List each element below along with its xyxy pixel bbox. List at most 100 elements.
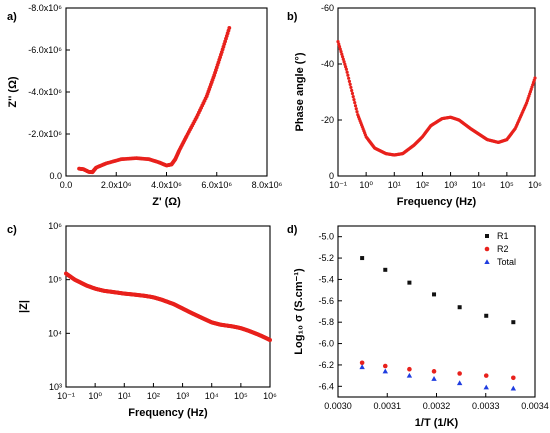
data-point-total (382, 368, 388, 374)
y-axis-title: |Z| (18, 300, 30, 313)
x-axis-title: Z' (Ω) (152, 196, 181, 208)
legend-label: R2 (497, 244, 509, 254)
data-point-total (431, 376, 437, 381)
data-point (351, 94, 355, 99)
x-tick-label: 0.0031 (373, 401, 401, 411)
data-point-r1 (360, 256, 365, 261)
data-point (337, 42, 341, 46)
x-tick-label: 10² (416, 180, 429, 190)
x-tick-label: 6.0x10⁶ (201, 180, 232, 190)
data-point (344, 67, 348, 71)
plot-frame (337, 7, 536, 177)
data-point (349, 85, 353, 90)
data-point-total (456, 380, 463, 386)
data-point-total (510, 385, 517, 391)
y-tick-label: -5.6 (318, 296, 334, 306)
x-axis-title: Frequency (Hz) (397, 196, 477, 208)
data-point-r1 (407, 280, 412, 285)
data-point-r1 (511, 320, 516, 325)
data-point (227, 26, 232, 30)
data-point-total (359, 364, 365, 370)
legend-marker-r2 (484, 246, 490, 252)
panel-label: b) (287, 11, 298, 23)
x-tick-label: 8.0x10⁶ (252, 180, 283, 190)
data-point (350, 88, 354, 93)
y-tick-label: 10³ (49, 382, 62, 392)
legend-marker-r1 (485, 234, 489, 238)
data-point (350, 91, 355, 96)
x-tick-label: 10⁵ (500, 180, 514, 190)
panel-label: c) (7, 224, 17, 236)
y-tick-label: 10⁴ (48, 328, 62, 338)
y-tick-label: -6.0 (318, 339, 334, 349)
x-tick-label: 10⁰ (88, 391, 102, 401)
y-axis-title: Log₁₀ σ (S.cm⁻¹) (293, 268, 305, 355)
plot-frame (65, 225, 271, 388)
legend-label: Total (497, 257, 516, 267)
data-point (338, 47, 342, 51)
x-tick-label: 0.0032 (423, 401, 451, 411)
x-tick-label: 10⁵ (234, 391, 248, 401)
data-point-total (406, 372, 413, 378)
y-tick-label: -2.0x10⁶ (28, 129, 62, 139)
data-point (354, 107, 358, 111)
data-point (345, 70, 349, 74)
x-tick-label: 10¹ (118, 391, 131, 401)
x-tick-label: 10³ (444, 180, 457, 190)
data-point (346, 73, 350, 77)
data-point (353, 104, 358, 108)
data-point (348, 82, 352, 86)
y-tick-label: -5.0 (318, 232, 334, 242)
y-tick-label: -60 (321, 3, 334, 13)
y-tick-label: -6.2 (318, 360, 334, 370)
x-tick-label: 2.0x10⁶ (101, 180, 132, 190)
y-axis-title: Phase angle (°) (294, 52, 306, 131)
x-tick-label: 10⁶ (263, 391, 277, 401)
data-point-r2 (511, 375, 516, 381)
y-tick-label: -6.4 (318, 381, 334, 391)
y-tick-label: -5.8 (318, 317, 334, 327)
y-tick-label: -40 (321, 59, 334, 69)
x-tick-label: 10⁴ (205, 391, 219, 401)
x-tick-label: 10³ (176, 391, 189, 401)
y-axis-title: Z'' (Ω) (7, 76, 19, 107)
y-tick-label: -5.2 (318, 253, 334, 263)
data-point-r2 (407, 366, 412, 372)
x-axis-title: 1/T (1/K) (415, 417, 459, 429)
data-point (347, 76, 351, 80)
x-tick-label: 4.0x10⁶ (151, 180, 182, 190)
x-tick-label: 10¹ (388, 180, 401, 190)
y-tick-label: -6.0x10⁶ (28, 45, 62, 55)
data-point-r2 (483, 373, 489, 378)
x-tick-label: 10⁴ (472, 180, 486, 190)
data-point (533, 76, 537, 80)
data-point (343, 62, 347, 66)
y-tick-label: -8.0x10⁶ (28, 3, 62, 13)
data-point (340, 55, 345, 59)
data-point-r1 (383, 267, 388, 272)
x-tick-label: 10⁶ (528, 180, 542, 190)
data-point-total (483, 384, 489, 390)
x-tick-label: 10⁻¹ (57, 391, 75, 401)
data-point (339, 50, 343, 54)
y-tick-label: 0 (329, 171, 334, 181)
x-tick-label: 10⁰ (359, 180, 373, 190)
data-point-r2 (359, 360, 365, 366)
y-tick-label: 10⁶ (48, 221, 62, 231)
data-point (355, 110, 359, 114)
y-tick-label: -5.4 (318, 274, 334, 284)
data-point (340, 52, 344, 56)
legend-label: R1 (497, 231, 509, 241)
y-tick-label: -20 (321, 115, 334, 125)
x-tick-label: 0.0033 (472, 401, 500, 411)
data-point-r2 (431, 369, 437, 374)
data-point-r1 (484, 313, 489, 318)
data-point (347, 79, 352, 83)
data-point (341, 57, 345, 61)
data-point (336, 40, 340, 44)
y-tick-label: 0.0 (49, 171, 62, 181)
data-point (268, 338, 272, 343)
data-point-r1 (432, 292, 437, 297)
data-point (337, 45, 342, 49)
